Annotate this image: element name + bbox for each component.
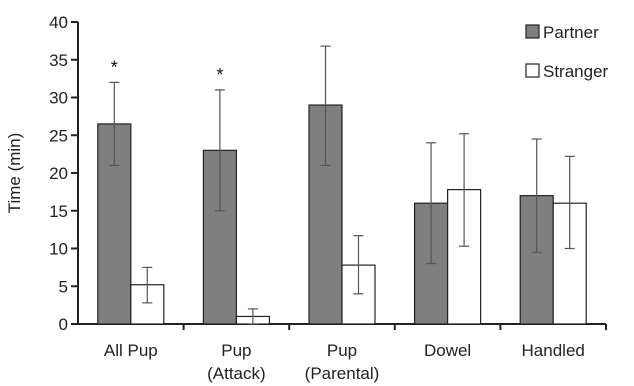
y-tick-label: 5 bbox=[59, 277, 68, 296]
significance-marker: * bbox=[216, 65, 223, 85]
legend-label-stranger: Stranger bbox=[543, 62, 609, 81]
legend-swatch-partner bbox=[525, 24, 540, 39]
legend-label-partner: Partner bbox=[543, 23, 599, 42]
x-category-label: Pup bbox=[327, 341, 357, 360]
y-tick-label: 15 bbox=[49, 202, 68, 221]
legend-swatch-stranger bbox=[525, 63, 540, 78]
x-category-label: All Pup bbox=[104, 341, 158, 360]
y-tick-label: 0 bbox=[59, 315, 68, 334]
x-category-label: Handled bbox=[522, 341, 585, 360]
y-tick-label: 25 bbox=[49, 126, 68, 145]
x-category-label: (Attack) bbox=[207, 364, 266, 383]
x-category-label: Dowel bbox=[424, 341, 471, 360]
x-category-label: (Parental) bbox=[305, 364, 380, 383]
y-tick-label: 20 bbox=[49, 164, 68, 183]
y-tick-label: 30 bbox=[49, 89, 68, 108]
y-axis-title: Time (min) bbox=[5, 133, 24, 214]
x-category-label: Pup bbox=[221, 341, 251, 360]
y-tick-label: 35 bbox=[49, 51, 68, 70]
y-tick-label: 40 bbox=[49, 13, 68, 32]
significance-marker: * bbox=[111, 57, 118, 77]
y-tick-label: 10 bbox=[49, 240, 68, 259]
